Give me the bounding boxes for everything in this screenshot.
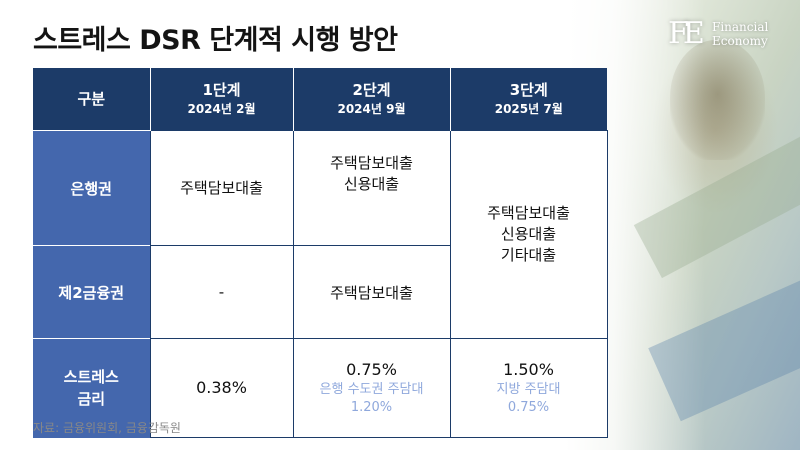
- cell-text: 기타대출: [500, 246, 557, 264]
- cell-text: 신용대출: [500, 225, 557, 243]
- stage-date: 2024년 2월: [187, 102, 256, 116]
- financial-economy-logo: FE Financial Economy: [668, 14, 768, 54]
- rate-value: 1.50%: [503, 360, 554, 379]
- stage-date: 2024년 9월: [337, 102, 406, 116]
- header-stage-1: 1단계 2024년 2월: [149, 68, 293, 131]
- rate-note: 은행 수도권 주담대: [319, 382, 424, 397]
- header-stage-2: 2단계 2024년 9월: [292, 68, 450, 131]
- cell-text: 주택담보대출: [180, 178, 263, 197]
- logo-mark: FE: [668, 16, 705, 51]
- rate-note: 지방 주담대: [496, 382, 561, 397]
- cell-secondary-stage-2: 주택담보대출: [292, 245, 451, 339]
- row-label-secondary: 제2금융권: [33, 245, 150, 339]
- rate-note: 0.75%: [507, 400, 550, 415]
- row-label-stress-rate: 스트레스 금리: [33, 338, 150, 438]
- banknote-portrait: [670, 40, 765, 160]
- row-label-bank: 은행권: [33, 130, 150, 246]
- header-stage-3: 3단계 2025년 7월: [449, 68, 607, 131]
- logo-name-line1: Financial: [712, 20, 769, 34]
- logo-name-line2: Economy: [712, 34, 768, 48]
- table-header-row: 구분 1단계 2024년 2월 2단계 2024년 9월 3단계 2025년 7…: [33, 68, 607, 131]
- table-row-stress-rate: 스트레스 금리 0.38% 0.75% 은행 수도권 주담대 1.20% 1.5…: [33, 338, 608, 438]
- cell-rate-stage-2: 0.75% 은행 수도권 주담대 1.20%: [292, 338, 451, 438]
- stage-name: 2단계: [352, 81, 391, 99]
- dsr-schedule-table: 구분 1단계 2024년 2월 2단계 2024년 9월 3단계 2025년 7…: [33, 68, 608, 438]
- table-row-bank: 은행권 주택담보대출 주택담보대출 신용대출 주택담보대출 신용대출 기타대출: [33, 130, 608, 339]
- cell-rate-stage-3: 1.50% 지방 주담대 0.75%: [449, 338, 608, 438]
- rate-note: 1.20%: [350, 400, 393, 415]
- row-label-line: 스트레스: [63, 368, 119, 387]
- rate-value: 0.38%: [196, 378, 247, 397]
- cell-bank-stage-1: 주택담보대출: [149, 130, 294, 246]
- cell-stage-3-merged: 주택담보대출 신용대출 기타대출: [449, 130, 608, 339]
- cell-secondary-stage-1: -: [149, 245, 294, 339]
- table-row-secondary: 제2금융권 - 주택담보대출: [33, 245, 607, 339]
- stage-name: 1단계: [202, 81, 241, 99]
- cell-text: 주택담보대출: [330, 154, 413, 172]
- header-category: 구분: [33, 68, 150, 131]
- cell-text: 신용대출: [343, 175, 400, 193]
- page-title: 스트레스 DSR 단계적 시행 방안: [33, 25, 398, 56]
- logo-name: Financial Economy: [712, 20, 768, 48]
- stage-date: 2025년 7월: [494, 102, 563, 116]
- source-caption: 자료: 금융위원회, 금융감독원: [33, 421, 181, 435]
- stage-name: 3단계: [509, 81, 548, 99]
- row-label-line: 금리: [77, 390, 106, 409]
- rate-value: 0.75%: [346, 360, 397, 379]
- cell-bank-stage-2: 주택담보대출 신용대출: [292, 130, 451, 246]
- cell-text: 주택담보대출: [487, 204, 570, 222]
